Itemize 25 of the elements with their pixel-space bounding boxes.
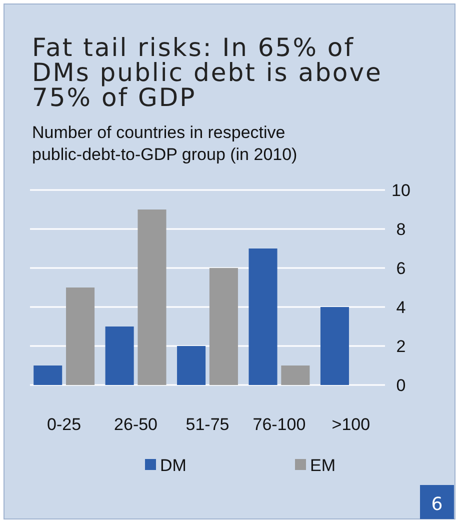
y-tick-label: 6 — [396, 259, 406, 278]
y-tick-label: 2 — [396, 337, 406, 356]
bar — [138, 210, 166, 385]
bar — [105, 326, 134, 385]
x-tick-label: 76-100 — [252, 415, 306, 434]
bar — [34, 366, 62, 385]
chart-title: Fat tail risks: In 65% of DMs public debt is above 75% of GDP — [32, 33, 382, 112]
chart-subtitle: Number of countries in respective public-debt-to-GDP group (in 2010) — [32, 123, 298, 164]
bar — [177, 346, 206, 385]
x-tick-label: 0-25 — [47, 415, 82, 434]
text: 6 — [431, 494, 443, 515]
legend-label: EM — [310, 456, 336, 475]
y-tick-label: 10 — [392, 181, 410, 200]
x-tick-label: 51-75 — [186, 415, 230, 434]
bar — [209, 268, 238, 385]
bar — [320, 307, 349, 385]
x-tick-label: 26-50 — [114, 415, 158, 434]
x-tick-label: >100 — [332, 415, 370, 434]
y-tick-label: 0 — [396, 376, 406, 395]
bar — [281, 366, 310, 385]
y-tick-label: 8 — [396, 220, 406, 239]
bar — [248, 248, 278, 385]
y-tick-label: 4 — [396, 298, 406, 317]
legend-label: DM — [160, 456, 186, 475]
bar — [66, 288, 95, 385]
